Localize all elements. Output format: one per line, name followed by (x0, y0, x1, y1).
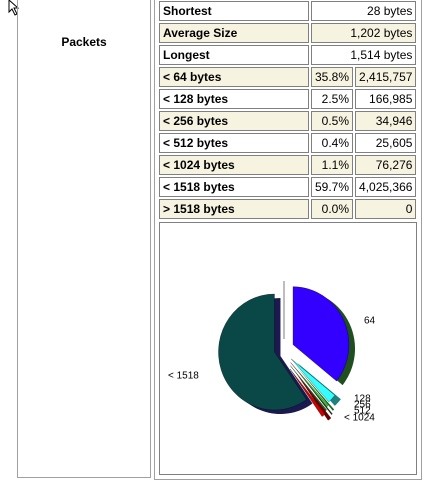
pie-slice (290, 365, 327, 412)
row-label: < 256 bytes (159, 111, 309, 131)
stats-table: Shortest 28 bytes Average Size 1,202 bytes L… (157, 0, 418, 221)
pie-slice (289, 368, 326, 417)
row-value: 1,202 bytes (311, 23, 417, 43)
pie-label: 128 (354, 394, 371, 405)
table-row: < 128 bytes 2.5% 166,985 (159, 89, 417, 109)
left-cell: Packets (17, 0, 151, 478)
row-label: < 64 bytes (159, 67, 309, 87)
table-row: < 64 bytes 35.8% 2,415,757 (159, 67, 417, 87)
count-cell: 34,946 (355, 111, 417, 131)
right-cell: Shortest 28 bytes Average Size 1,202 bytes L… (154, 0, 422, 480)
row-label: Shortest (159, 1, 309, 21)
table-row: < 256 bytes 0.5% 34,946 (159, 111, 417, 131)
row-label: < 128 bytes (159, 89, 309, 109)
count-cell: 76,276 (355, 155, 417, 175)
percent-cell: 0.4% (311, 133, 354, 153)
pie-label: 64 (364, 316, 376, 327)
pie-panel: 64 128 256 512 < 1024 < 1518 (159, 222, 417, 475)
pie-slice-side (296, 372, 332, 421)
pie-label: 256 (354, 400, 371, 411)
pie-slice (292, 286, 350, 382)
pie-slice (218, 293, 307, 411)
percent-cell: 59.7% (311, 177, 354, 197)
row-label: < 1024 bytes (159, 155, 309, 175)
row-value: 28 bytes (311, 1, 417, 21)
row-label: Average Size (159, 23, 309, 43)
section-label: Packets (61, 35, 107, 49)
percent-cell: 35.8% (311, 67, 354, 87)
row-label: > 1518 bytes (159, 199, 309, 219)
table-row: < 512 bytes 0.4% 25,605 (159, 133, 417, 153)
count-cell: 4,025,366 (355, 177, 417, 197)
percent-cell: 0.0% (311, 199, 354, 219)
pie-slice (291, 358, 336, 403)
row-label: < 512 bytes (159, 133, 309, 153)
table-row: Longest 1,514 bytes (159, 45, 417, 65)
percent-cell: 0.5% (311, 111, 354, 131)
row-label: < 1518 bytes (159, 177, 309, 197)
pie-slice-side (296, 366, 335, 411)
count-cell: 25,605 (355, 133, 417, 153)
pie-slice-side (296, 369, 333, 415)
row-value: 1,514 bytes (311, 45, 417, 65)
count-cell: 2,415,757 (355, 67, 417, 87)
pie-slice (290, 362, 329, 407)
pie-label: < 1024 (344, 413, 375, 424)
percent-cell: 1.1% (311, 155, 354, 175)
table-row: < 1518 bytes 59.7% 4,025,366 (159, 177, 417, 197)
table-row: Average Size 1,202 bytes (159, 23, 417, 43)
count-cell: 166,985 (355, 89, 417, 109)
count-cell: 0 (355, 199, 417, 219)
pie-label: < 1518 (168, 371, 199, 382)
percent-cell: 2.5% (311, 89, 354, 109)
table-row: > 1518 bytes 0.0% 0 (159, 199, 417, 219)
table-row: < 1024 bytes 1.1% 76,276 (159, 155, 417, 175)
row-label: Longest (159, 45, 309, 65)
table-row: Shortest 28 bytes (159, 1, 417, 21)
pie-label: 512 (354, 406, 371, 417)
